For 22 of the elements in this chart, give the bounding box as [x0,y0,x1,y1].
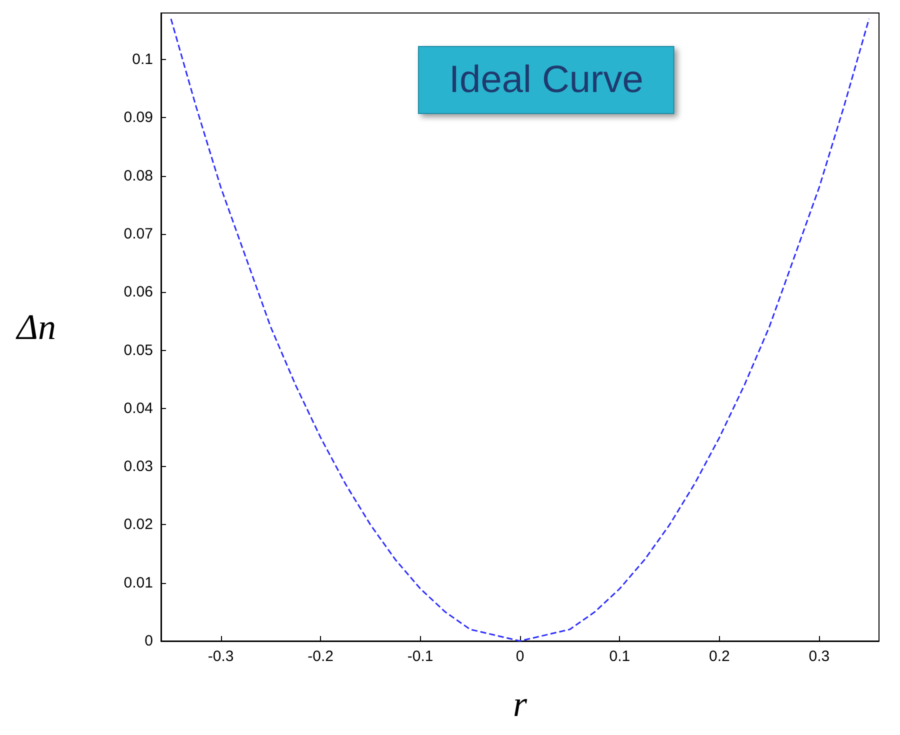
y-tick-label: 0.08 [124,167,153,184]
x-tick-label: 0.3 [808,648,830,665]
x-tick-label: 0.2 [709,648,730,665]
y-tick-label: 0.05 [124,342,153,359]
y-tick-label: 0.07 [124,225,153,242]
x-tick-label: -0.2 [308,648,334,665]
y-tick-label: 0.01 [124,574,153,592]
y-tick-label: 0.09 [124,109,153,126]
x-tick-label: -0.3 [208,648,234,665]
y-tick-label: 0 [144,632,153,650]
x-axis-title: r [512,684,528,724]
y-tick-label: 0.06 [124,284,153,301]
y-tick-label: 0.04 [124,400,153,417]
y-axis-title: Δn [14,307,56,347]
x-tick-label: 0.1 [609,648,630,665]
annotation: Ideal Curve [449,59,644,101]
line-series [170,18,870,642]
x-tick-label: -0.1 [407,648,434,665]
y-tick-label: 0.1 [132,51,153,68]
y-tick-label: 0.03 [124,458,153,476]
x-tick-label: 0 [516,648,524,665]
y-tick-label: 0.02 [124,516,153,534]
